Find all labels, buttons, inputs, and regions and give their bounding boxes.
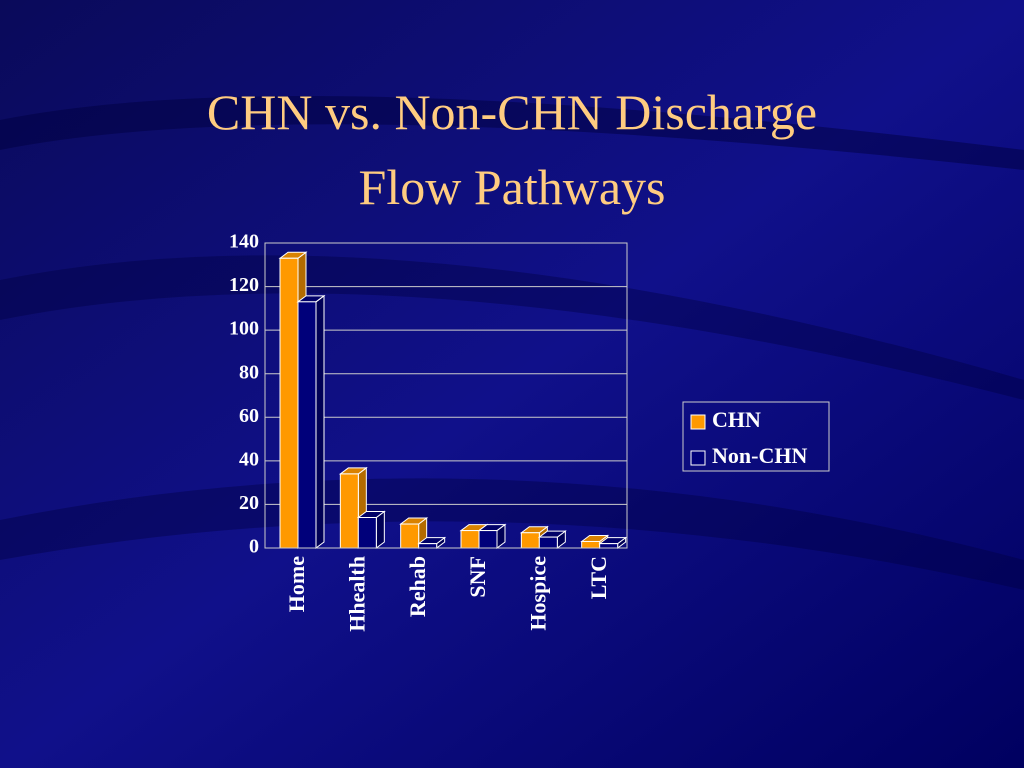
swoosh [0,255,1024,400]
bar [460,530,480,549]
y-tick-label: 80 [239,361,259,383]
x-tick-label: Hospice [526,556,551,631]
x-tick-label: Rehab [405,556,430,617]
swoosh [0,478,1024,590]
y-tick-label: 100 [229,318,259,340]
y-tick-label: 120 [229,274,259,296]
legend-label: CHN [712,407,761,432]
x-tick-label: SNF [465,556,490,598]
bar [478,530,498,549]
legend-label: Non-CHN [712,443,807,468]
chart-title: CHN vs. Non-CHN Discharge Flow Pathways [207,84,817,215]
legend-swatch [690,414,706,430]
legend-swatch [690,450,706,466]
bar [538,536,558,549]
swoosh [0,96,1024,170]
bar [418,543,438,549]
y-tick-label: 40 [239,448,259,470]
y-tick-label: 20 [239,492,259,514]
y-tick-label: 60 [239,405,259,427]
x-tick-label: Hhealth [345,556,370,632]
bar [339,473,359,549]
x-tick-label: Home [284,556,309,612]
legend-box [682,401,830,472]
x-tick-label: LTC [586,556,611,599]
y-tick-label: 140 [229,231,259,253]
bar-side [315,294,325,549]
bar [400,523,420,549]
bar [357,517,377,549]
bar [297,301,317,549]
bar [520,532,540,549]
y-tick-label: 0 [249,536,259,558]
bar [599,543,619,549]
bar [279,257,299,549]
bar [581,540,601,549]
